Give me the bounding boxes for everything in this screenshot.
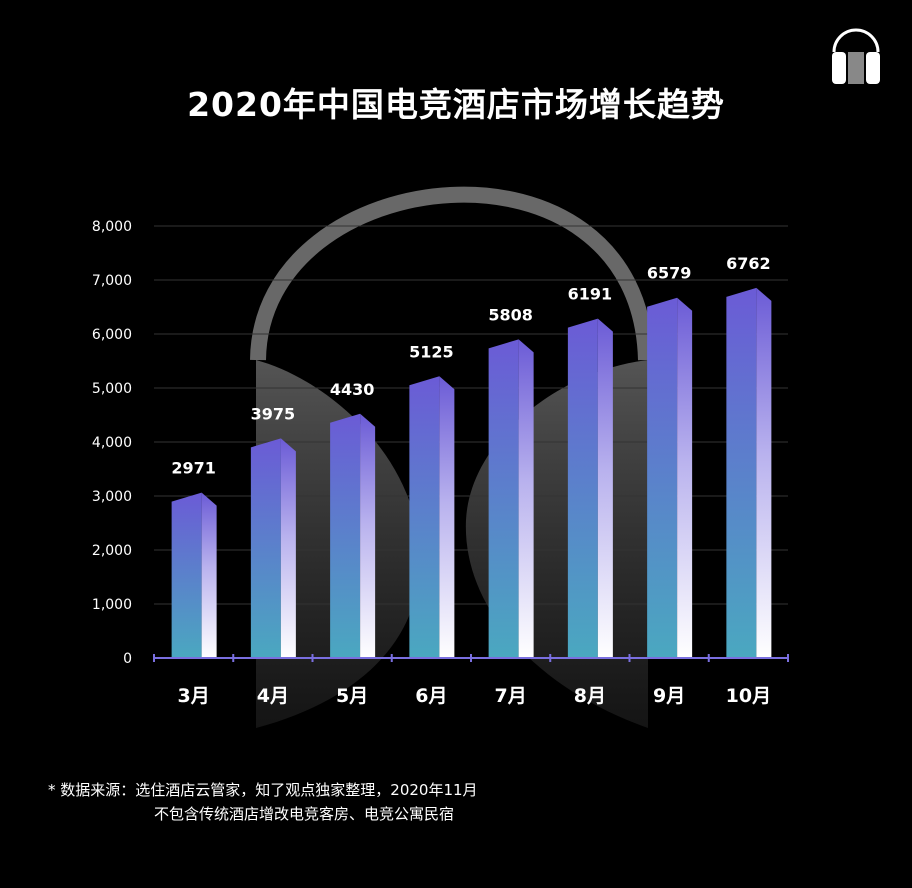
footnote-note: 不包含传统酒店增改电竞客房、电竞公寓民宿: [154, 805, 455, 823]
bar-front-face: [171, 492, 202, 658]
bar: [250, 438, 296, 658]
x-category-label: 4月: [257, 685, 289, 707]
footnote: * 数据来源：选住酒店云管家，知了观点独家整理，2020年11月 不包含传统酒店…: [48, 778, 478, 826]
bar-side-face: [360, 413, 376, 658]
x-category-label: 10月: [726, 685, 771, 707]
bar-side-face: [677, 297, 693, 658]
bar: [330, 413, 376, 658]
bar-front-face: [330, 413, 361, 658]
bar: [726, 287, 772, 658]
y-tick-label: 4,000: [92, 435, 132, 451]
bar-front-face: [647, 297, 678, 658]
bar-value-label: 2971: [171, 459, 216, 478]
bar-side-face: [597, 318, 613, 658]
bar-value-label: 3975: [251, 404, 296, 423]
bar-value-label: 5808: [488, 305, 533, 324]
y-axis-ticks: 0 1,000 2,000 3,000 4,000 5,000 6,000 7,000 8,00…: [92, 219, 132, 667]
bar-value-label: 5125: [409, 342, 454, 361]
bars: [171, 287, 772, 658]
footnote-source: 选住酒店云管家，知了观点独家整理，2020年11月: [135, 781, 478, 799]
x-category-label: 7月: [495, 685, 527, 707]
brand-logo-icon: [832, 28, 880, 84]
bar-side-face: [280, 438, 296, 658]
x-category-label: 8月: [574, 685, 606, 707]
y-tick-label: 5,000: [92, 381, 132, 397]
y-tick-label: 6,000: [92, 327, 132, 343]
bar-front-face: [488, 339, 519, 658]
bar-front-face: [409, 376, 440, 658]
bar-side-face: [518, 339, 534, 658]
x-category-label: 5月: [336, 685, 368, 707]
x-category-label: 6月: [415, 685, 447, 707]
bar-value-label: 4430: [330, 380, 375, 399]
bar: [409, 376, 455, 658]
y-tick-label: 8,000: [92, 219, 132, 235]
bar-side-face: [756, 287, 772, 658]
y-tick-label: 2,000: [92, 543, 132, 559]
bar-front-face: [250, 438, 281, 658]
bar: [647, 297, 693, 658]
y-tick-label: 0: [123, 651, 132, 667]
y-tick-label: 1,000: [92, 597, 132, 613]
bar-value-label: 6191: [568, 285, 613, 304]
footnote-prefix: * 数据来源：: [48, 781, 136, 799]
bar-side-face: [201, 492, 217, 658]
bar-side-face: [439, 376, 455, 658]
bar-value-label: 6762: [726, 254, 771, 273]
y-tick-label: 3,000: [92, 489, 132, 505]
y-tick-label: 7,000: [92, 273, 132, 289]
chart-title: 2020年中国电竞酒店市场增长趋势: [187, 85, 725, 124]
bar: [567, 318, 613, 658]
bar-value-label: 6579: [647, 264, 692, 283]
bar-front-face: [567, 318, 598, 658]
x-category-label: 9月: [653, 685, 685, 707]
bar: [488, 339, 534, 658]
bar-front-face: [726, 287, 757, 658]
data-labels: 2971 3月 3975 4月 4430 5月 5125 6月 5808 7月 6191 8月 6579…: [171, 254, 771, 707]
bar: [171, 492, 217, 658]
x-category-label: 3月: [178, 685, 210, 707]
